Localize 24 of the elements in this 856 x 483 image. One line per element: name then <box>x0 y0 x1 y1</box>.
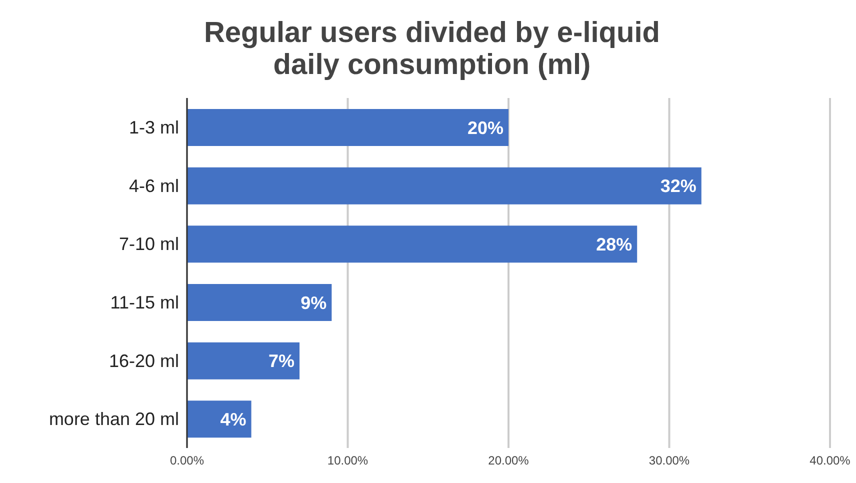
data-label: 28% <box>596 234 632 255</box>
bar <box>187 167 702 204</box>
data-label: 9% <box>300 292 327 313</box>
y-tick-label: more than 20 ml <box>48 409 179 430</box>
bar <box>187 284 332 321</box>
bar <box>187 109 508 146</box>
y-tick-label: 11-15 ml <box>110 292 179 313</box>
x-tick-label: 20.00% <box>488 454 530 468</box>
x-tick-label: 0.00% <box>170 454 204 468</box>
x-tick-label: 40.00% <box>810 454 851 468</box>
y-tick-label: 7-10 ml <box>118 234 179 254</box>
x-tick-label: 30.00% <box>648 454 690 468</box>
y-tick-label: 1-3 ml <box>128 118 179 138</box>
y-tick-label: 4-6 ml <box>128 176 179 196</box>
data-label: 32% <box>660 176 696 196</box>
bar <box>187 342 300 380</box>
data-label: 20% <box>467 118 504 138</box>
bar <box>187 226 638 263</box>
data-label: 7% <box>268 351 295 372</box>
bar <box>187 400 252 438</box>
y-tick-label: 16-20 ml <box>108 350 179 371</box>
x-tick-label: 10.00% <box>327 454 368 468</box>
data-label: 4% <box>220 410 246 430</box>
chart-title: Regular users divided by e-liquid daily consumption (ml) <box>202 17 662 81</box>
